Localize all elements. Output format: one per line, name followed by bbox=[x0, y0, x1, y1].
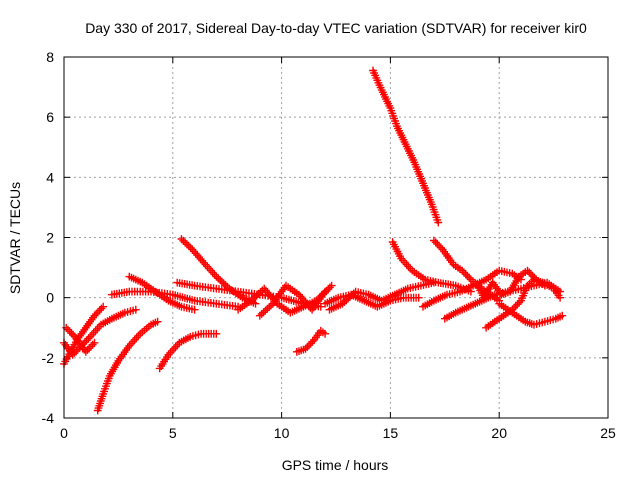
x-tick-label: 15 bbox=[383, 425, 399, 441]
data-point bbox=[556, 293, 564, 302]
series-track-g bbox=[125, 272, 199, 314]
grid bbox=[64, 57, 608, 418]
y-tick-labels: -4 -2 0 2 4 6 8 bbox=[42, 49, 55, 426]
y-tick-label: 6 bbox=[46, 109, 54, 125]
data-point bbox=[434, 218, 443, 227]
data-point bbox=[327, 281, 336, 290]
series-track-e bbox=[155, 329, 221, 373]
y-tick-label: 2 bbox=[46, 230, 54, 246]
x-tick-label: 0 bbox=[60, 425, 68, 441]
data-point bbox=[212, 329, 221, 338]
data-point bbox=[131, 305, 140, 314]
chart-title: Day 330 of 2017, Sidereal Day-to-day VTE… bbox=[85, 20, 587, 36]
series-track-r bbox=[419, 266, 525, 311]
data-point bbox=[316, 302, 325, 311]
x-tick-label: 5 bbox=[169, 425, 177, 441]
plot-area bbox=[60, 66, 567, 415]
series-track-v bbox=[473, 266, 549, 302]
x-tick-label: 10 bbox=[274, 425, 290, 441]
y-tick-label: 8 bbox=[46, 49, 54, 65]
data-point bbox=[541, 281, 549, 290]
y-tick-label: -4 bbox=[42, 410, 55, 426]
y-tick-label: 4 bbox=[46, 169, 54, 185]
data-point bbox=[153, 317, 162, 326]
x-tick-labels: 0 5 10 15 20 25 bbox=[60, 425, 616, 441]
data-point bbox=[321, 329, 329, 338]
plot-frame bbox=[63, 56, 609, 419]
data-point bbox=[90, 338, 99, 347]
y-axis-label: SDTVAR / TECUs bbox=[7, 182, 23, 294]
series-track-u bbox=[495, 299, 567, 329]
series-track-k bbox=[255, 281, 336, 320]
data-point bbox=[190, 305, 199, 314]
y-tick-label: 0 bbox=[46, 290, 54, 306]
series-track-l bbox=[292, 326, 329, 356]
series-track-o bbox=[369, 66, 443, 227]
data-point bbox=[99, 302, 108, 311]
data-point bbox=[558, 311, 567, 320]
x-tick-label: 20 bbox=[491, 425, 507, 441]
data-point bbox=[251, 299, 260, 308]
series-track-d bbox=[62, 323, 99, 356]
series-track-n bbox=[325, 278, 438, 314]
x-tick-label: 25 bbox=[600, 425, 616, 441]
data-point bbox=[414, 293, 423, 302]
x-axis-label: GPS time / hours bbox=[282, 457, 389, 473]
series-track-a bbox=[93, 317, 162, 415]
y-tick-label: -2 bbox=[42, 350, 55, 366]
